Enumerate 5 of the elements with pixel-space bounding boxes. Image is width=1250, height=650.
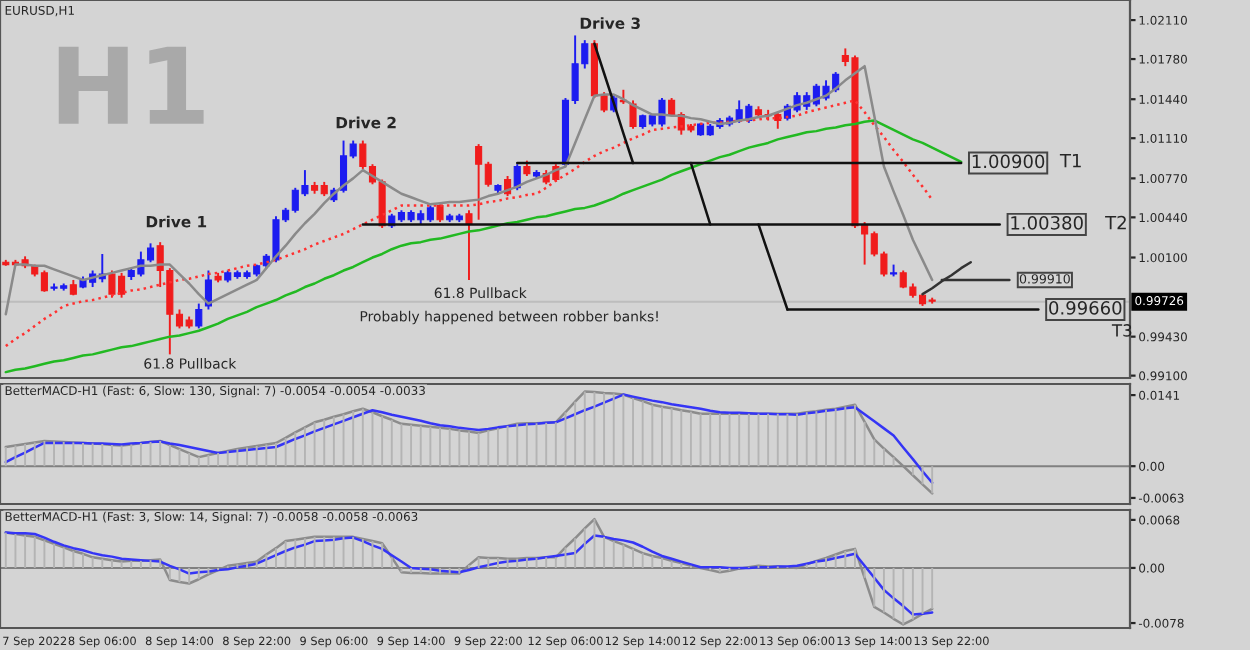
series-label: 1.00900 [972,154,1045,169]
series-label: 1.00380 [1011,216,1083,230]
annotation: T2 [1105,215,1126,230]
annotation: T1 [1059,153,1081,168]
series-label: 0.99660 [1049,301,1122,315]
